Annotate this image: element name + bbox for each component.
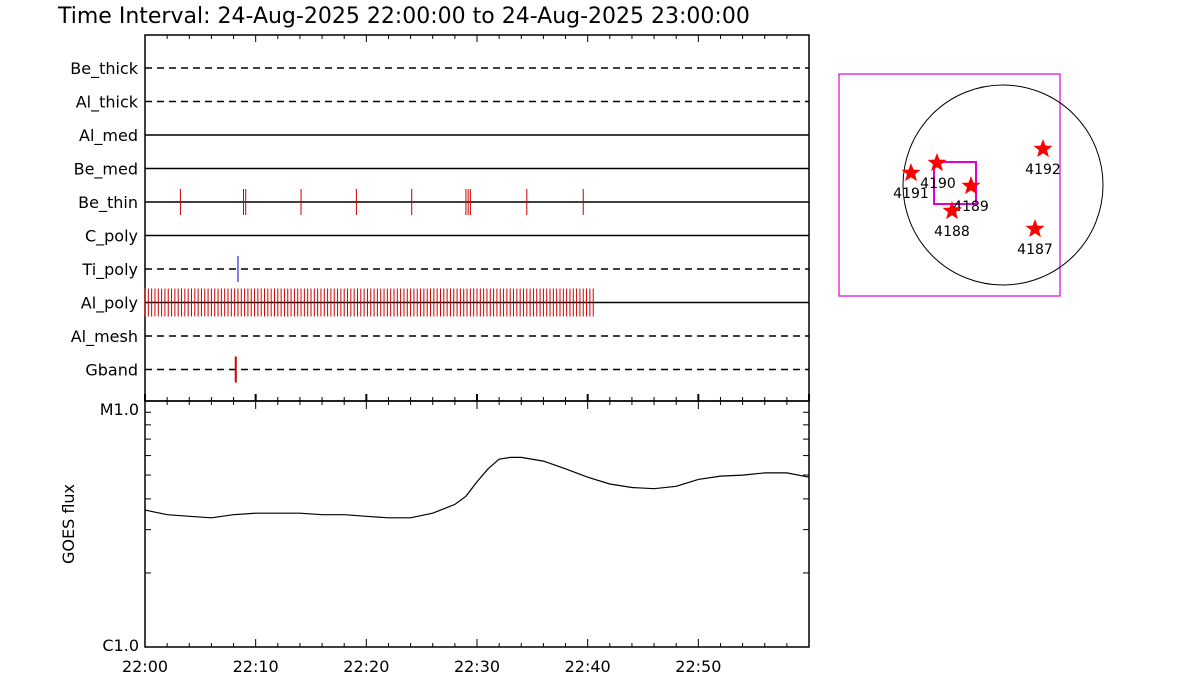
filter-row-al-mesh: Al_mesh bbox=[71, 327, 809, 347]
filter-row-al-med: Al_med bbox=[79, 126, 809, 146]
timeline-panel: Be_thick Al_thick Al_med Be_med Be_thin C_pol… bbox=[70, 34, 810, 402]
map-field-of-view bbox=[838, 73, 1061, 297]
region-star-icon bbox=[927, 153, 947, 172]
x-tick-label: 22:20 bbox=[343, 657, 389, 676]
filter-row-be-thin: Be_thin bbox=[78, 189, 809, 215]
goes-panel: M1.0 C1.0 GOES flux 22:00 22:10 22:20 22:30 22:… bbox=[59, 400, 810, 676]
goes-frame bbox=[144, 400, 810, 648]
filter-row-be-med: Be_med bbox=[74, 160, 809, 180]
goes-flux-line bbox=[144, 456, 810, 519]
y-axis-label: GOES flux bbox=[59, 484, 78, 564]
region-label: 4191 bbox=[893, 186, 929, 202]
region-star-icon bbox=[901, 163, 921, 182]
filter-label-be-thick: Be_thick bbox=[70, 59, 138, 79]
filter-label-be-thin: Be_thin bbox=[78, 193, 138, 213]
filter-row-al-thick: Al_thick bbox=[76, 93, 809, 113]
region-label: 4190 bbox=[920, 176, 956, 192]
region-star-icon bbox=[1033, 139, 1053, 158]
filter-label-ti-poly: Ti_poly bbox=[81, 260, 138, 280]
region-star-icon bbox=[961, 176, 981, 195]
region-star-icon bbox=[1025, 219, 1045, 238]
filter-label-al-poly: Al_poly bbox=[81, 294, 138, 314]
filter-row-ti-poly: Ti_poly bbox=[81, 256, 809, 282]
filter-label-gband: Gband bbox=[85, 361, 138, 380]
y-tick-label-top: M1.0 bbox=[100, 400, 139, 419]
y-tick-label-bottom: C1.0 bbox=[102, 636, 139, 655]
x-tick-label: 22:00 bbox=[122, 657, 168, 676]
page-title: Time Interval: 24-Aug-2025 22:00:00 to 2… bbox=[57, 4, 750, 29]
x-tick-label: 22:40 bbox=[565, 657, 611, 676]
timeline-frame bbox=[144, 34, 810, 402]
active-region-4191: 4191 bbox=[893, 163, 929, 202]
active-region-4192: 4192 bbox=[1025, 139, 1061, 178]
filter-row-c-poly: C_poly bbox=[85, 227, 809, 247]
x-tick-label: 22:50 bbox=[675, 657, 721, 676]
filter-label-c-poly: C_poly bbox=[85, 227, 138, 247]
region-label: 4187 bbox=[1017, 242, 1053, 258]
active-region-4188: 4188 bbox=[934, 201, 970, 240]
x-tick-label: 22:10 bbox=[233, 657, 279, 676]
active-region-4190: 4190 bbox=[920, 153, 956, 192]
filter-label-be-med: Be_med bbox=[74, 160, 138, 180]
filter-label-al-mesh: Al_mesh bbox=[71, 327, 138, 347]
solar-disk bbox=[902, 84, 1104, 286]
region-label: 4192 bbox=[1025, 162, 1061, 178]
filter-label-al-thick: Al_thick bbox=[76, 93, 139, 113]
active-region-4187: 4187 bbox=[1017, 219, 1053, 258]
active-region-4189: 4189 bbox=[953, 176, 989, 215]
filter-row-be-thick: Be_thick bbox=[70, 59, 809, 79]
region-label: 4188 bbox=[934, 224, 970, 240]
filter-row-gband: Gband bbox=[85, 356, 809, 383]
region-label: 4189 bbox=[953, 199, 989, 215]
region-star-icon bbox=[942, 201, 962, 220]
filter-row-al-poly: Al_poly bbox=[81, 288, 809, 317]
x-tick-label: 22:30 bbox=[454, 657, 500, 676]
filter-label-al-med: Al_med bbox=[79, 126, 138, 146]
